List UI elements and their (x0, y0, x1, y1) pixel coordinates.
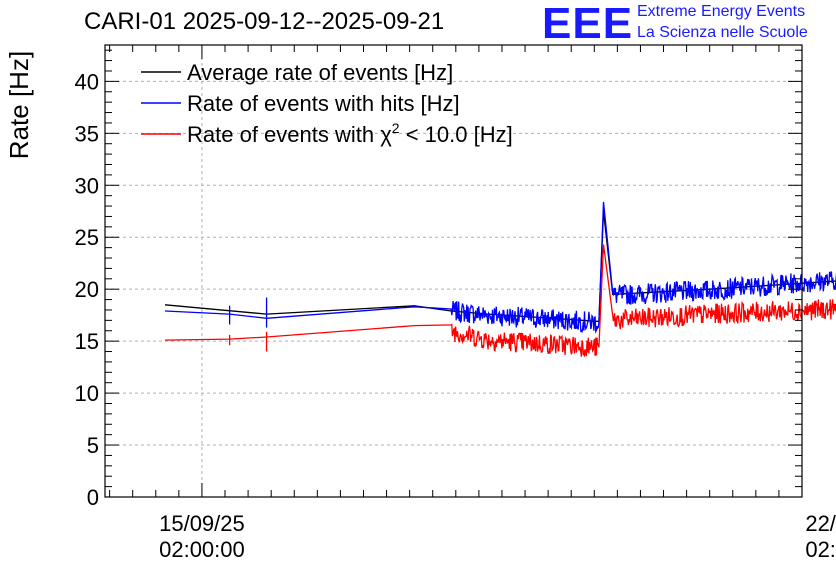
legend-entry-hits: Rate of events with hits [Hz] (187, 91, 460, 116)
series-line-hits (164, 201, 836, 334)
eee-logo: EEE (542, 0, 634, 48)
y-tick-label: 25 (75, 225, 99, 250)
y-tick-label: 15 (75, 329, 99, 354)
y-tick-label: 40 (75, 69, 99, 94)
y-tick-label: 5 (87, 433, 99, 458)
x-tick-label-date: 22/09/25 (805, 511, 836, 536)
x-tick-label-date: 15/09/25 (159, 511, 245, 536)
series-line-chi2 (164, 244, 836, 357)
y-tick-label: 30 (75, 173, 99, 198)
logo-line-2: La Scienza nelle Scuole (637, 24, 808, 41)
y-tick-label: 0 (87, 485, 99, 510)
y-axis-label: Rate [Hz] (4, 51, 34, 159)
y-tick-label: 35 (75, 121, 99, 146)
logo-line-1: Extreme Energy Events (637, 3, 806, 20)
legend-entry-average: Average rate of events [Hz] (187, 60, 453, 85)
x-tick-label-time: 02:00:00 (159, 537, 245, 562)
plot-frame (104, 44, 803, 498)
x-tick-label-time: 02:00:00 (805, 537, 836, 562)
y-tick-label: 10 (75, 381, 99, 406)
y-tick-label: 20 (75, 277, 99, 302)
chart-title: CARI-01 2025-09-12--2025-09-21 (84, 8, 445, 35)
legend-entry-chi2: Rate of events with χ2 < 10.0 [Hz] (187, 120, 513, 147)
